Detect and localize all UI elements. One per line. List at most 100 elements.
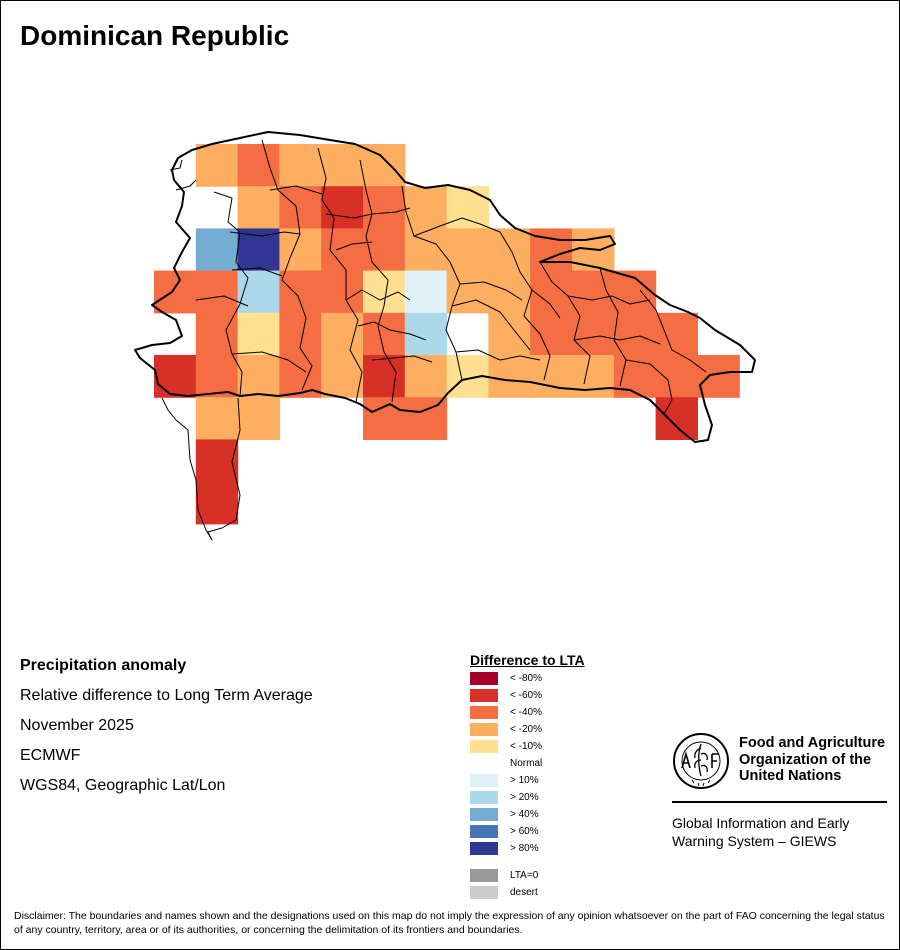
giews-line1: Global Information and Early — [672, 815, 850, 831]
giews-label: Global Information and Early Warning Sys… — [672, 814, 849, 850]
grid-cell — [321, 355, 364, 398]
legend-swatch — [470, 740, 498, 753]
legend-label: > 10% — [510, 775, 539, 786]
grid-cell — [279, 270, 322, 314]
grid-cell — [237, 186, 280, 229]
grid-cell — [572, 355, 615, 398]
grid-cell — [363, 355, 406, 398]
legend-swatch — [470, 825, 498, 838]
legend-swatch — [470, 689, 498, 702]
grid-cell — [655, 312, 698, 356]
grid-cell — [237, 228, 280, 272]
grid-cell — [363, 397, 406, 440]
grid-cell — [195, 270, 239, 314]
grid-cell — [237, 397, 280, 440]
legend-swatch — [470, 886, 498, 899]
legend-label: < -40% — [510, 707, 542, 718]
grid-cell — [195, 355, 239, 398]
grid-cell — [237, 355, 280, 398]
grid-cell — [321, 228, 364, 272]
legend-label: > 60% — [510, 826, 539, 837]
grid-cell — [572, 270, 615, 314]
grid-cell — [363, 312, 406, 356]
grid-cell — [279, 186, 322, 229]
grid-cell — [321, 186, 364, 229]
anomaly-grid — [154, 144, 740, 525]
grid-cell — [195, 439, 239, 483]
legend-label: < -80% — [510, 673, 542, 684]
grid-cell — [279, 228, 322, 272]
grid-cell — [237, 144, 280, 187]
grid-cell — [279, 144, 322, 187]
fao-name-line3: United Nations — [739, 768, 842, 784]
fao-logo — [673, 733, 729, 789]
legend-swatch — [470, 791, 498, 804]
divider — [672, 801, 887, 803]
map-tick-marks — [169, 159, 197, 191]
fao-name-line2: Organization of the — [739, 751, 872, 768]
grid-cell — [488, 355, 531, 398]
grid-cell — [572, 312, 615, 356]
disclaimer: Disclaimer: The boundaries and names sho… — [14, 910, 885, 936]
legend-swatch — [470, 672, 498, 685]
grid-cell — [530, 270, 573, 314]
legend-swatch — [470, 774, 498, 787]
legend-swatch — [470, 706, 498, 719]
legend-label: < -20% — [510, 724, 542, 735]
legend-swatch — [470, 808, 498, 821]
fao-name-line1: Food and Agriculture — [739, 735, 886, 751]
grid-cell — [655, 397, 698, 440]
grid-cell — [697, 355, 740, 398]
giews-line2: Warning System – GIEWS — [672, 833, 837, 849]
map-title: Dominican Republic — [20, 20, 290, 51]
legend-label: > 40% — [510, 809, 539, 820]
country-outline — [134, 131, 756, 443]
grid-cell — [195, 481, 239, 525]
legend-label: > 80% — [510, 843, 539, 854]
grid-cell — [488, 312, 531, 356]
grid-cell — [195, 228, 239, 272]
grid-cell — [404, 186, 448, 229]
fao-name: Food and Agriculture Organization of the… — [739, 735, 885, 785]
legend-swatch — [470, 757, 498, 770]
grid-cell — [530, 228, 573, 272]
legend-label: < -60% — [510, 690, 542, 701]
info-projection: WGS84, Geographic Lat/Lon — [20, 777, 226, 794]
grid-cell — [488, 228, 531, 272]
legend-swatch — [470, 723, 498, 736]
grid-cell — [195, 144, 239, 187]
grid-cell — [446, 270, 489, 314]
grid-cell — [530, 355, 573, 398]
province-boundaries — [161, 139, 707, 541]
grid-cell — [446, 186, 489, 229]
grid-cell — [237, 270, 280, 314]
grid-cell — [321, 312, 364, 356]
legend-label: desert — [510, 887, 538, 898]
grid-cell — [154, 270, 197, 314]
info-period: November 2025 — [20, 717, 134, 734]
legend-swatch — [470, 842, 498, 855]
grid-cell — [655, 355, 698, 398]
grid-cell — [363, 228, 406, 272]
legend-title: Difference to LTA — [470, 652, 585, 668]
grid-cell — [321, 144, 364, 187]
info-source: ECMWF — [20, 747, 81, 764]
grid-cell — [613, 312, 657, 356]
grid-cell — [404, 397, 448, 440]
grid-cell — [404, 355, 448, 398]
legend-label: Normal — [510, 758, 543, 769]
info-heading: Precipitation anomaly — [20, 657, 187, 674]
legend-label: < -10% — [510, 741, 542, 752]
grid-cell — [237, 312, 280, 356]
grid-cell — [613, 355, 657, 398]
grid-cell — [195, 397, 239, 440]
info-subtitle: Relative difference to Long Term Average — [20, 687, 313, 704]
legend-label: > 20% — [510, 792, 539, 803]
grid-cell — [404, 270, 448, 314]
grid-cell — [321, 270, 364, 314]
legend-label: LTA=0 — [510, 870, 539, 881]
grid-cell — [530, 312, 573, 356]
legend-swatch — [470, 869, 498, 882]
